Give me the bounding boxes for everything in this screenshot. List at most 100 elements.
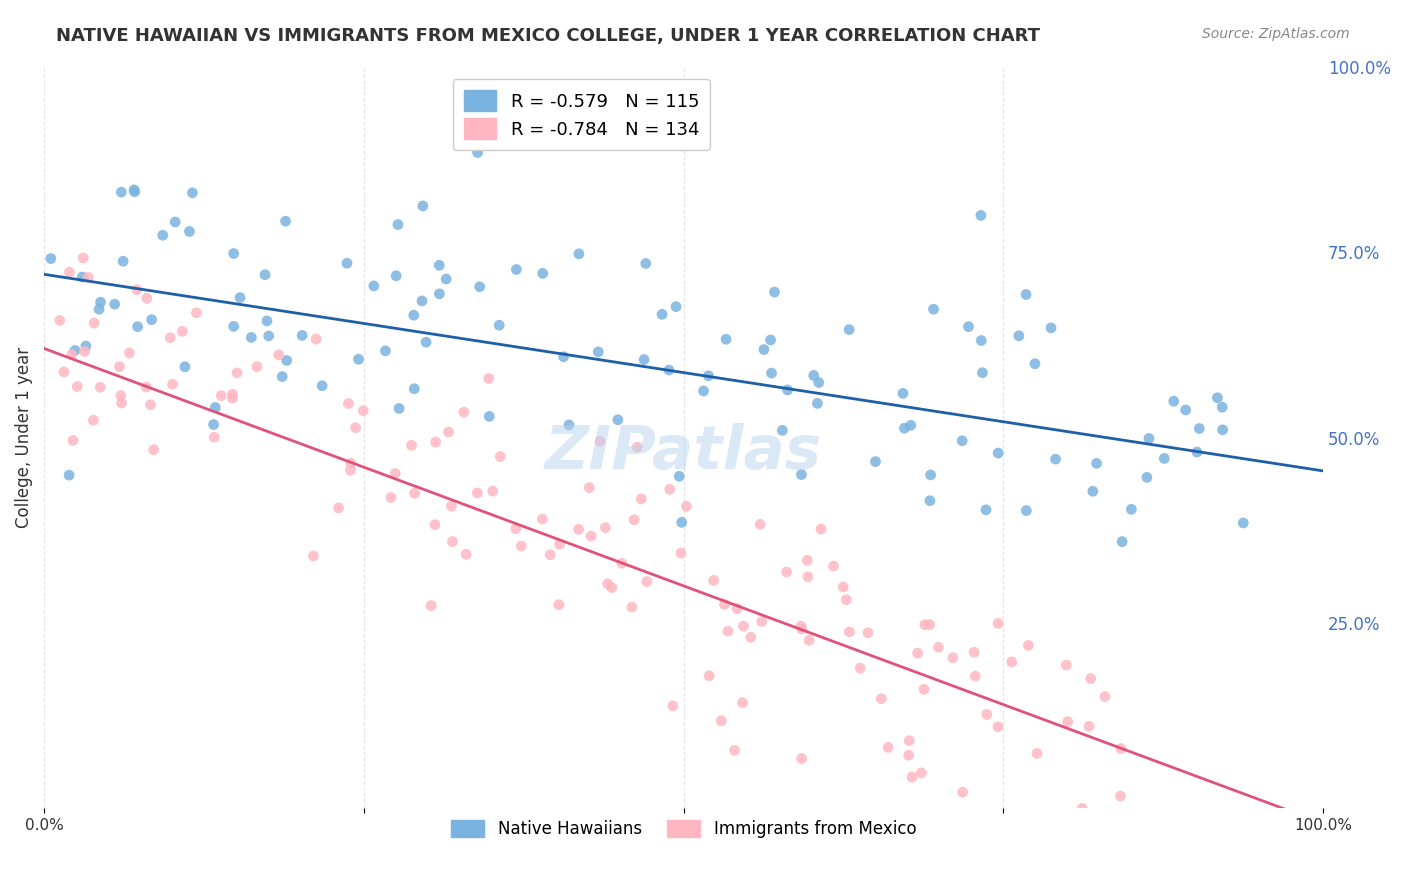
Point <box>763 285 786 299</box>
Point <box>832 580 855 594</box>
Point <box>1081 484 1104 499</box>
Point <box>52 365 75 379</box>
Point <box>1026 747 1049 761</box>
Point <box>912 682 935 697</box>
Point <box>922 302 945 317</box>
Point <box>1206 391 1229 405</box>
Point <box>1121 502 1143 516</box>
Point <box>578 481 600 495</box>
Point <box>66 379 89 393</box>
Point <box>172 324 194 338</box>
Point <box>797 570 820 584</box>
Point <box>553 350 575 364</box>
Point <box>893 421 915 435</box>
Point <box>740 630 762 644</box>
Point <box>547 598 569 612</box>
Point <box>596 576 619 591</box>
Point <box>90 295 112 310</box>
Point <box>626 440 648 454</box>
Point <box>110 388 132 402</box>
Point <box>174 359 197 374</box>
Point <box>849 661 872 675</box>
Point <box>749 517 772 532</box>
Point <box>229 291 252 305</box>
Point <box>630 491 652 506</box>
Point <box>651 307 673 321</box>
Point <box>723 743 745 757</box>
Point <box>481 484 503 499</box>
Point <box>633 352 655 367</box>
Point <box>963 645 986 659</box>
Point <box>976 707 998 722</box>
Point <box>675 500 697 514</box>
Point <box>568 522 591 536</box>
Point <box>478 409 501 424</box>
Point <box>344 420 367 434</box>
Point <box>276 353 298 368</box>
Point <box>110 396 132 410</box>
Point <box>806 396 828 410</box>
Point <box>311 378 333 392</box>
Point <box>62 434 84 448</box>
Point <box>423 517 446 532</box>
Point <box>1008 328 1031 343</box>
Point <box>838 322 860 336</box>
Point <box>72 270 94 285</box>
Point <box>72 251 94 265</box>
Point <box>385 268 408 283</box>
Point <box>434 272 457 286</box>
Point <box>384 467 406 481</box>
Point <box>181 186 204 200</box>
Point <box>668 469 690 483</box>
Point <box>790 467 813 482</box>
Point <box>907 646 929 660</box>
Point <box>141 312 163 326</box>
Point <box>488 318 510 333</box>
Point <box>733 619 755 633</box>
Point <box>713 598 735 612</box>
Point <box>891 386 914 401</box>
Point <box>347 352 370 367</box>
Point <box>970 209 993 223</box>
Point <box>291 328 314 343</box>
Point <box>1054 658 1077 673</box>
Point <box>714 332 737 346</box>
Point <box>1001 655 1024 669</box>
Point <box>1024 357 1046 371</box>
Point <box>411 293 433 308</box>
Point <box>548 537 571 551</box>
Point <box>186 306 208 320</box>
Point <box>425 435 447 450</box>
Point <box>468 279 491 293</box>
Point <box>538 548 561 562</box>
Point <box>179 224 201 238</box>
Point <box>254 268 277 282</box>
Point <box>337 396 360 410</box>
Point <box>1232 516 1254 530</box>
Point <box>142 442 165 457</box>
Point <box>226 366 249 380</box>
Point <box>1040 321 1063 335</box>
Point <box>807 376 830 390</box>
Point <box>246 359 269 374</box>
Point <box>89 380 111 394</box>
Point <box>222 246 245 260</box>
Point <box>1094 690 1116 704</box>
Point <box>1111 534 1133 549</box>
Point <box>636 574 658 589</box>
Point <box>838 624 860 639</box>
Point <box>823 559 845 574</box>
Point <box>623 513 645 527</box>
Text: Source: ZipAtlas.com: Source: ZipAtlas.com <box>1202 27 1350 41</box>
Point <box>328 500 350 515</box>
Point <box>404 486 426 500</box>
Point <box>108 359 131 374</box>
Point <box>658 483 681 497</box>
Point <box>790 619 813 633</box>
Point <box>221 387 243 401</box>
Point <box>662 698 685 713</box>
Point <box>901 770 924 784</box>
Point <box>620 600 643 615</box>
Point <box>725 601 748 615</box>
Point <box>305 332 328 346</box>
